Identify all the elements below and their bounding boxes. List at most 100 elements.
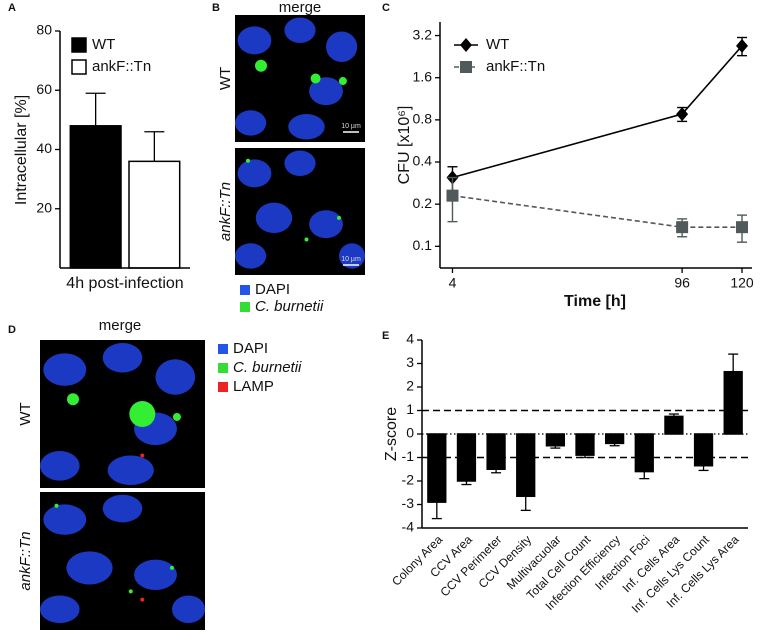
legend-swatch — [218, 363, 228, 373]
bacteria — [246, 158, 250, 163]
bacteria — [54, 503, 59, 508]
marker — [446, 189, 459, 202]
bacteria — [129, 401, 156, 427]
bar — [634, 433, 654, 473]
legend-label: DAPI — [233, 340, 268, 357]
bacteria — [304, 237, 309, 242]
panel-label: C — [382, 2, 390, 14]
nucleus — [284, 17, 316, 43]
y-tick-label: 4 — [406, 331, 414, 347]
nucleus — [66, 551, 113, 585]
nucleus — [237, 159, 272, 188]
y-tick-label: 0.2 — [413, 195, 433, 211]
marker — [676, 221, 689, 234]
bacteria — [338, 77, 347, 86]
y-tick-label: 40 — [36, 140, 52, 156]
nucleus — [284, 150, 316, 176]
nucleus — [134, 559, 177, 590]
legend-swatch — [218, 344, 228, 354]
legend-label: ankF::Tn — [92, 58, 151, 75]
y-axis-label: Intracellular [%] — [13, 95, 30, 205]
bacteria — [170, 565, 174, 570]
row-label: WT — [217, 67, 234, 90]
panel-label: A — [8, 2, 16, 14]
scale-bar-label: 10 µm — [341, 123, 361, 130]
y-tick-label: 60 — [36, 81, 52, 97]
panel-label: E — [382, 330, 389, 342]
series-line — [452, 194, 743, 228]
legend-marker — [460, 38, 472, 52]
nucleus — [235, 243, 267, 269]
nucleus — [288, 114, 325, 140]
lamp — [140, 597, 145, 602]
image-title: merge — [279, 0, 322, 16]
bar — [664, 415, 684, 435]
row-label: ankF::Tn — [17, 531, 34, 590]
y-axis-label: Z-score — [383, 407, 400, 461]
nucleus — [255, 202, 293, 234]
nucleus — [155, 359, 196, 395]
legend-swatch — [240, 285, 250, 295]
bar — [723, 370, 743, 435]
bar — [427, 433, 447, 503]
legend-swatch — [71, 59, 87, 75]
bacteria — [128, 589, 133, 594]
x-tick-label: 120 — [730, 275, 754, 291]
legend-marker — [460, 61, 472, 73]
y-tick-label: -3 — [402, 495, 415, 511]
bar — [575, 433, 595, 456]
y-tick-label: 80 — [36, 22, 52, 38]
legend-label: WT — [486, 36, 509, 53]
bar — [604, 433, 625, 445]
nucleus — [237, 26, 272, 55]
nucleus — [102, 494, 143, 523]
legend-swatch — [218, 382, 228, 392]
bacteria — [255, 59, 267, 72]
x-tick-label: 4h post-infection — [66, 275, 183, 292]
legend-swatch — [240, 302, 250, 312]
y-tick-label: 3.2 — [413, 26, 433, 42]
bacteria — [67, 393, 79, 406]
bar — [128, 160, 181, 269]
scale-bar-label: 10 µm — [341, 256, 361, 263]
marker — [676, 107, 689, 122]
nucleus — [309, 77, 343, 106]
nucleus — [339, 243, 365, 269]
legend-label: ankF::Tn — [486, 58, 545, 75]
legend-label: C. burnetii — [255, 298, 324, 315]
image-title: merge — [99, 317, 142, 334]
y-tick-label: 0 — [406, 425, 414, 441]
y-tick-label: 1 — [406, 401, 414, 417]
legend-swatch — [71, 37, 87, 53]
y-tick-label: 1.6 — [413, 68, 433, 84]
bacteria — [172, 412, 181, 421]
legend-label: C. burnetii — [233, 359, 302, 376]
y-tick-label: 20 — [36, 199, 52, 215]
lamp — [140, 453, 145, 458]
x-axis-label: Time [h] — [564, 293, 626, 310]
nucleus — [326, 31, 358, 62]
nucleus — [102, 342, 143, 373]
y-tick-label: 0.8 — [413, 111, 433, 127]
legend-label: LAMP — [233, 378, 274, 395]
bacteria — [310, 73, 321, 84]
nucleus — [172, 595, 205, 624]
panel-label: D — [8, 324, 16, 336]
bar — [486, 433, 506, 470]
legend-label: WT — [92, 36, 115, 53]
y-tick-label: 0.4 — [413, 153, 433, 169]
nucleus — [309, 210, 343, 239]
y-tick-label: -1 — [402, 448, 415, 464]
marker — [736, 38, 749, 53]
nucleus — [235, 110, 267, 136]
y-tick-label: 3 — [406, 354, 414, 370]
nucleus — [107, 455, 154, 486]
bar — [516, 433, 536, 498]
bacteria — [337, 215, 341, 220]
panel-label: B — [212, 2, 220, 14]
row-label: WT — [17, 402, 34, 425]
marker — [736, 221, 749, 234]
nucleus — [43, 353, 87, 386]
